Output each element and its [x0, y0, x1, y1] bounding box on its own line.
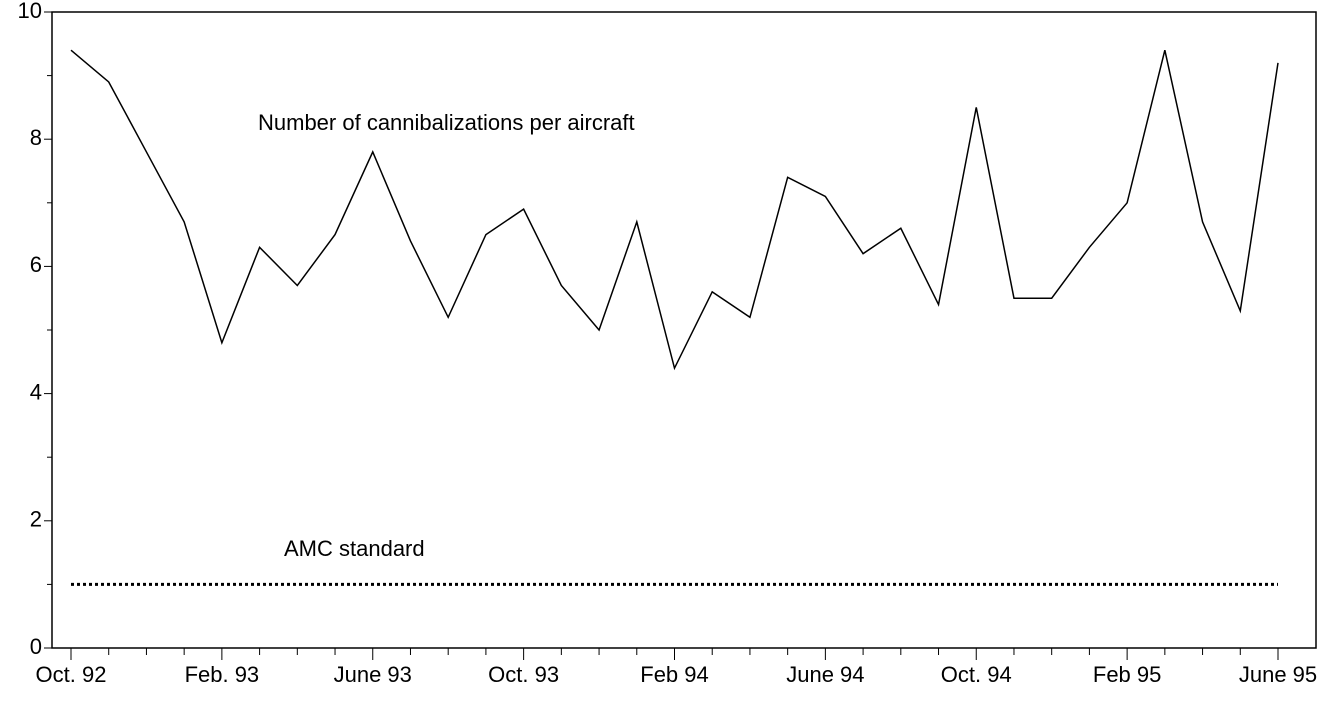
y-tick-label: 4: [30, 379, 42, 404]
x-tick-label: Feb. 93: [185, 662, 260, 687]
x-tick-label: Oct. 92: [36, 662, 107, 687]
x-tick-label: June 93: [334, 662, 412, 687]
x-tick-label: June 95: [1239, 662, 1317, 687]
x-tick-label: Oct. 94: [941, 662, 1012, 687]
x-tick-label: Feb 94: [640, 662, 709, 687]
y-tick-label: 10: [18, 0, 42, 23]
series-line: [70, 49, 1279, 371]
series-label: Number of cannibalizations per aircraft: [258, 110, 635, 135]
x-tick-label: Feb 95: [1093, 662, 1162, 687]
y-tick-label: 8: [30, 125, 42, 150]
y-tick-label: 2: [30, 507, 42, 532]
series-label: AMC standard: [284, 536, 425, 561]
plot-frame: [51, 11, 1317, 649]
x-tick-label: Oct. 93: [488, 662, 559, 687]
y-tick-label: 6: [30, 252, 42, 277]
y-tick-label: 0: [30, 634, 42, 659]
x-tick-label: June 94: [786, 662, 864, 687]
